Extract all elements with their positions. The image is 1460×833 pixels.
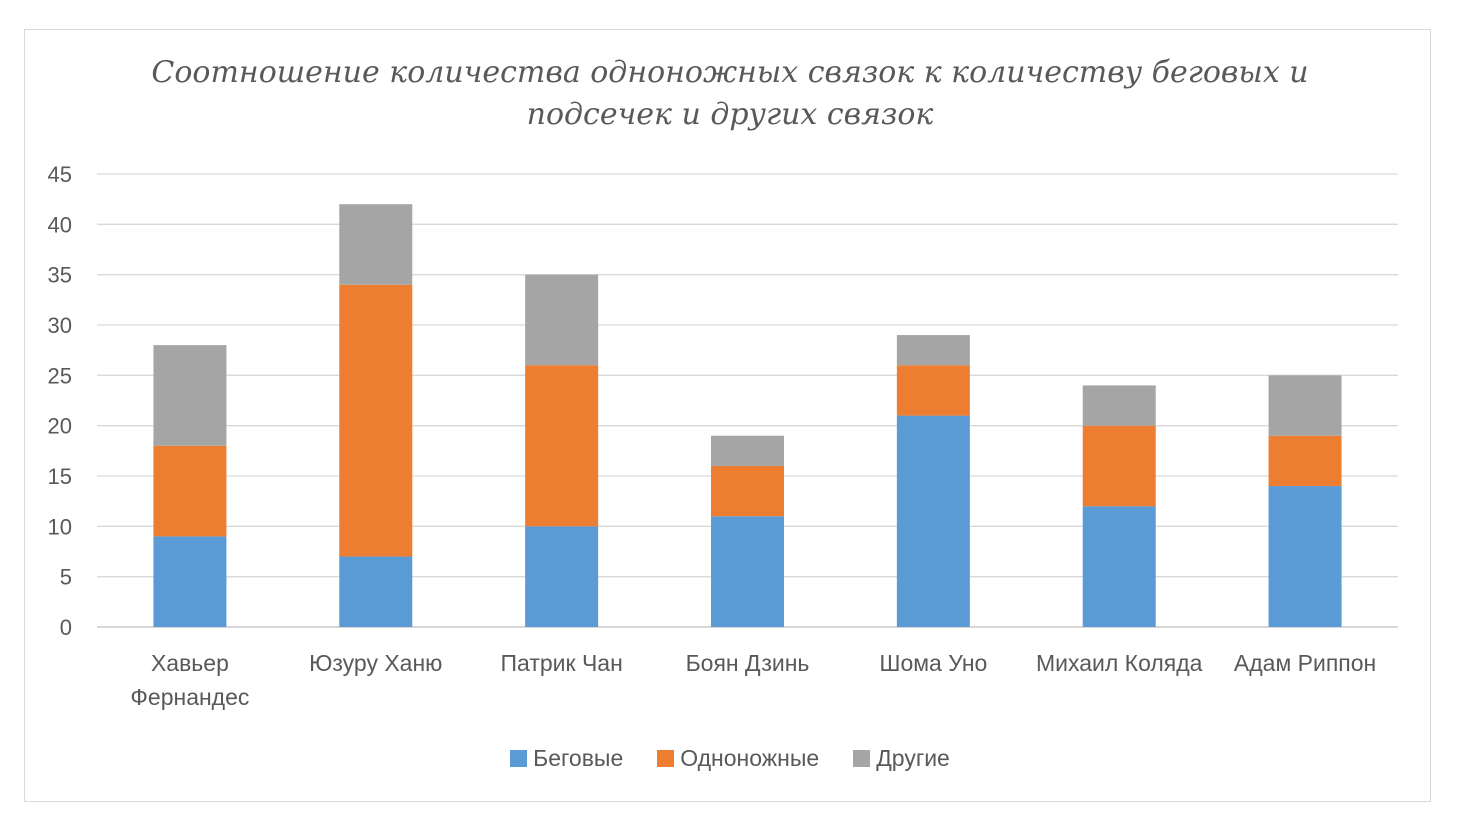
y-tick-label: 40 <box>48 212 72 237</box>
bar-other-5 <box>1082 385 1156 426</box>
x-tick-label: Фернандес <box>130 684 249 710</box>
bar-one-foot-5 <box>1082 425 1156 507</box>
x-tick-label: Адам Риппон <box>1234 650 1376 676</box>
legend-label-other: Другие <box>876 744 950 771</box>
bar-one-foot-4 <box>896 365 970 416</box>
bar-other-4 <box>896 335 970 366</box>
y-tick-label: 10 <box>48 514 72 539</box>
chart-legend: Беговые Одноножные Другие <box>0 742 1460 774</box>
chart-title-line-2: подсечек и других связок <box>526 97 934 132</box>
bar-one-foot-2 <box>525 365 599 527</box>
x-tick-label: Патрик Чан <box>501 650 623 676</box>
y-tick-label: 25 <box>48 363 72 388</box>
bar-one-foot-0 <box>153 445 227 537</box>
y-tick-label: 5 <box>60 565 72 590</box>
y-tick-label: 45 <box>48 162 72 187</box>
x-tick-label: Юзуру Ханю <box>309 650 442 676</box>
legend-label-one-foot: Одноножные <box>680 744 820 771</box>
bar-running-5 <box>1082 506 1156 627</box>
legend-swatch-one-foot <box>657 749 675 767</box>
bar-other-0 <box>153 345 227 446</box>
bar-running-0 <box>153 536 227 627</box>
bar-running-4 <box>896 415 970 627</box>
x-tick-label: Хавьер <box>151 650 229 676</box>
bar-one-foot-6 <box>1268 435 1342 487</box>
legend-swatch-other <box>853 749 871 767</box>
x-tick-label: Боян Дзинь <box>686 650 810 676</box>
bar-other-1 <box>339 204 413 285</box>
bar-running-6 <box>1268 486 1342 627</box>
bar-other-6 <box>1268 375 1342 436</box>
chart-title: Соотношение количества одноножных связок… <box>0 52 1460 136</box>
x-tick-label: Михаил Коляда <box>1036 650 1203 676</box>
bar-one-foot-1 <box>339 284 413 557</box>
y-tick-label: 30 <box>48 313 72 338</box>
bar-other-3 <box>711 435 784 466</box>
legend-item-running: Беговые <box>510 745 623 772</box>
chart-title-line-1: Соотношение количества одноножных связок… <box>151 55 1309 90</box>
y-tick-label: 15 <box>48 464 72 489</box>
y-tick-label: 35 <box>48 263 72 288</box>
legend-label-running: Беговые <box>533 744 624 771</box>
legend-item-other: Другие <box>853 745 950 772</box>
y-tick-label: 0 <box>60 615 72 640</box>
legend-item-one-foot: Одноножные <box>657 745 819 772</box>
bar-other-2 <box>525 274 599 366</box>
bar-one-foot-3 <box>711 465 784 517</box>
chart-frame <box>24 29 1431 802</box>
x-tick-label: Шома Уно <box>879 650 987 676</box>
bar-running-3 <box>711 516 784 627</box>
legend-swatch-running <box>510 749 528 767</box>
bar-running-1 <box>339 556 413 627</box>
y-tick-label: 20 <box>48 414 72 439</box>
bar-running-2 <box>525 526 599 627</box>
